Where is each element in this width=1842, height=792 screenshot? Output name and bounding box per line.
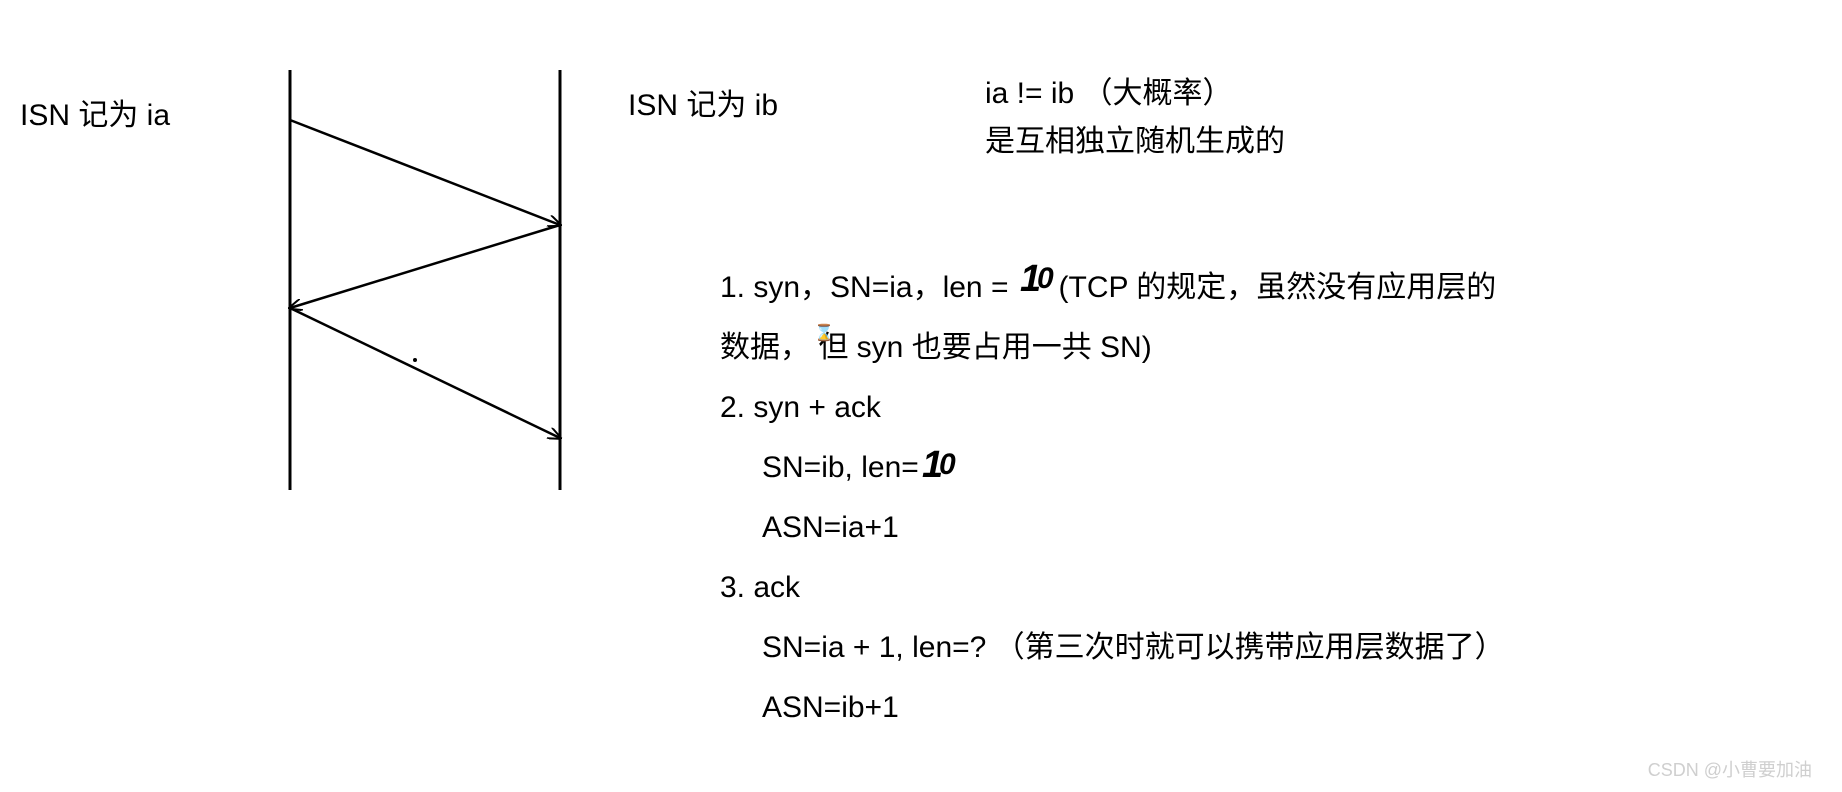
isn-right-label: ISN 记为 ib — [628, 80, 778, 124]
step-1-prefix: 1. syn，SN=ia，len = — [720, 271, 1017, 304]
top-note: ia != ib （大概率） 是互相独立随机生成的 — [985, 70, 1285, 166]
step-3-asn: ASN=ib+1 — [720, 678, 1820, 738]
steps-block: 1. syn，SN=ia，len = (TCP 的规定，虽然没有应用层的 数据，… — [720, 258, 1820, 738]
step-2: 2. syn + ack — [720, 378, 1820, 438]
step-1-suffix: (TCP 的规定，虽然没有应用层的 — [1059, 271, 1497, 304]
isn-left-label: ISN 记为 ia — [20, 90, 170, 134]
step-3: 3. ack — [720, 558, 1820, 618]
bold-zero-icon-2: 0 — [939, 448, 956, 482]
step-1-cont: 数据， 但 syn 也要占用一共 SN) — [720, 318, 1820, 378]
step-1: 1. syn，SN=ia，len = (TCP 的规定，虽然没有应用层的 — [720, 258, 1820, 318]
step-2-asn: ASN=ia+1 — [720, 498, 1820, 558]
step-2-sn: SN=ib, len= — [720, 438, 1820, 498]
bold-one-icon-1: 1 — [1020, 258, 1035, 301]
bold-zero-icon-1: 0 — [1037, 262, 1054, 296]
top-note-line-2: 是互相独立随机生成的 — [985, 118, 1285, 166]
watermark: CSDN @小曹要加油 — [1648, 756, 1812, 782]
bold-one-icon-2: 1 — [922, 444, 937, 487]
hourglass-icon: ⌛ — [814, 323, 834, 343]
sequence-diagram — [270, 70, 590, 505]
top-note-line-1: ia != ib （大概率） — [985, 70, 1285, 118]
step-3-sn: SN=ia + 1, len=? （第三次时就可以携带应用层数据了） — [720, 618, 1820, 678]
sequence-svg — [270, 70, 590, 500]
